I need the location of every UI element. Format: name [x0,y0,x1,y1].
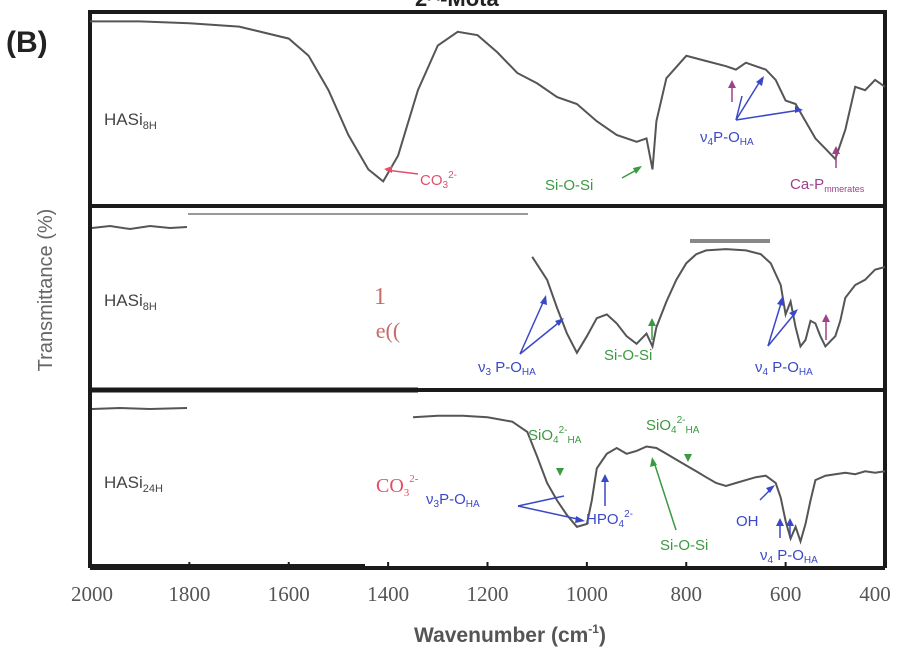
svg-text:Si-O-Si: Si-O-Si [604,347,652,364]
x-tick-label-600: 600 [770,582,802,606]
x-axis-label: Wavenumber (cm-1) [414,622,606,647]
y-axis-label: Transmittance (%) [35,209,57,372]
x-axis-ticks: 2000 1800 1600 1400 1200 1000 800 600 400 [71,562,891,606]
svg-text:ν3P-OHA: ν3P-OHA [426,491,480,510]
annotation-si-o-si-bottom: Si-O-Si [650,457,708,554]
svg-text:SiO42-HA: SiO42-HA [646,415,700,436]
x-tick-label-1600: 1600 [268,582,310,606]
annotation-si-o-si-top: Si-O-Si [545,166,642,194]
stray-glyph-1: 1 [374,284,386,310]
annotation-oh-bottom: OH [736,485,775,530]
svg-text:ν3 P-OHA: ν3 P-OHA [478,359,536,378]
spectrum-line-HASi8H-top [90,20,886,183]
svg-text:HPO42-: HPO42- [586,509,633,530]
baseline-stub-middle [91,224,188,231]
annotation-co3-top: CO32- [384,166,457,191]
svg-text:CO32-: CO32- [376,473,419,499]
svg-text:Si-O-Si: Si-O-Si [545,177,593,194]
annotation-co3-bottom: CO32- [376,473,419,499]
x-tick-label-1400: 1400 [367,582,409,606]
x-tick-label-1800: 1800 [168,582,210,606]
svg-text:ν4 P-OHA: ν4 P-OHA [760,547,818,566]
occlusion-middle [188,212,420,388]
chart-top-title: 2^-Mota [415,0,500,11]
panel-frame-top [88,10,887,208]
svg-text:Ca-Pmmerates: Ca-Pmmerates [790,176,865,194]
svg-text:Si-O-Si: Si-O-Si [660,537,708,554]
spectrum-line-HASi24H [412,414,886,545]
panel-letter: (B) [6,26,48,59]
stray-glyph-2: e(( [376,318,400,343]
svg-text:ν4P-OHA: ν4P-OHA [700,129,754,148]
x-tick-label-800: 800 [671,582,703,606]
annotation-v3-po-middle: ν3 P-OHA [478,295,564,378]
annotation-sio4-left: SiO42-HA [528,425,582,476]
annotation-arrow-magenta-middle [822,314,830,340]
svg-text:ν4 P-OHA: ν4 P-OHA [755,359,813,378]
annotation-ca-p-top: Ca-Pmmerates [790,146,865,194]
x-tick-label-1200: 1200 [467,582,509,606]
annotation-arrow-magenta-top-1 [728,80,736,102]
spectrum-line-HASi8H-middle [531,248,886,355]
svg-text:CO32-: CO32- [420,170,457,191]
x-tick-label-2000: 2000 [71,582,113,606]
x-tick-label-400: 400 [859,582,891,606]
svg-text:OH: OH [736,513,759,530]
annotation-v3-po-bottom: ν3P-OHA [426,491,585,523]
annotation-sio4-right: SiO42-HA [646,415,700,462]
occlusion-bottom [188,392,420,564]
x-tick-label-1000: 1000 [566,582,608,606]
spectra-group [90,20,886,545]
sample-label-middle: HASi8H [104,291,157,313]
annotation-v4-po-middle: ν4 P-OHA [755,296,813,378]
sample-label-top: HASi8H [104,110,157,132]
svg-text:SiO42-HA: SiO42-HA [528,425,582,446]
annotation-v4-po-bottom: ν4 P-OHA [760,518,818,566]
annotation-v4-po-top: ν4P-OHA [700,76,803,148]
annotation-hpo4-bottom: HPO42- [586,474,633,530]
baseline-stub-bottom [91,406,188,411]
sample-label-bottom: HASi24H [104,473,163,495]
annotation-si-o-si-middle: Si-O-Si [604,318,656,364]
occlusion-middle-gap [420,212,532,252]
